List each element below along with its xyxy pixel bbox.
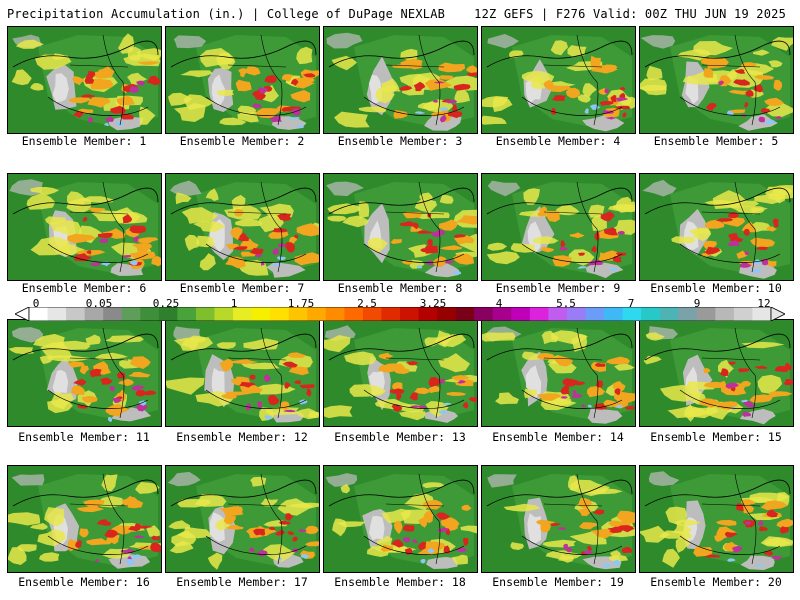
colorbar-tick-label: 7 [627,297,635,310]
colorbar-swatch [492,307,512,321]
colorbar-swatch [437,307,457,321]
colorbar-swatch [529,307,549,321]
ensemble-member-label: Ensemble Member: 2 [179,134,305,148]
ensemble-member-label: Ensemble Member: 10 [650,281,782,295]
ensemble-member-map [323,26,478,134]
colorbar-tick-label: 1.75 [287,297,315,310]
colorbar-swatch [158,307,178,321]
colorbar-swatch [47,307,67,321]
ensemble-member-map [165,26,320,134]
colorbar-swatch [678,307,698,321]
ensemble-member-map [7,26,162,134]
colorbar-swatch [752,307,772,321]
colorbar-swatch [381,307,401,321]
colorbar-swatch [288,307,308,321]
ensemble-member-label: Ensemble Member: 8 [337,281,463,295]
ensemble-member-label: Ensemble Member: 5 [653,134,779,148]
ensemble-member-label: Ensemble Member: 18 [334,575,466,589]
ensemble-member-label: Ensemble Member: 19 [492,575,624,589]
ensemble-member-label: Ensemble Member: 13 [334,430,466,444]
colorbar-swatch [418,307,438,321]
colorbar-tick-label: 0 [32,297,40,310]
chart-title: Precipitation Accumulation (in.) | Colle… [7,7,446,21]
ensemble-member-map [481,173,636,281]
ensemble-member-label: Ensemble Member: 12 [176,430,308,444]
colorbar-swatch [659,307,679,321]
colorbar-swatch [214,307,234,321]
colorbar-swatch [270,307,290,321]
ensemble-member-map [7,319,162,427]
ensemble-member-label: Ensemble Member: 17 [176,575,308,589]
ensemble-member-map [481,465,636,573]
ensemble-member-map [639,319,794,427]
ensemble-member-map [481,319,636,427]
colorbar-swatch [233,307,252,321]
ensemble-member-label: Ensemble Member: 1 [21,134,147,148]
colorbar-swatch [566,307,586,321]
colorbar-swatch [585,307,605,321]
colorbar-swatch [121,307,141,321]
colorbar-swatch [29,307,48,321]
colorbar-swatch [177,307,197,321]
ensemble-member-map [7,173,162,281]
colorbar-swatch [474,307,494,321]
ensemble-member-map [639,26,794,134]
ensemble-member-label: Ensemble Member: 3 [337,134,463,148]
colorbar-swatch [641,307,661,321]
colorbar-swatch [344,307,364,321]
colorbar-tick-label: 0.05 [85,297,113,310]
colorbar-tick-label: 3.25 [419,297,447,310]
colorbar-swatch [325,307,345,321]
colorbar-swatch [140,307,160,321]
colorbar-tick-label: 12 [757,297,771,310]
ensemble-member-map [7,465,162,573]
ensemble-member-label: Ensemble Member: 16 [18,575,150,589]
colorbar-swatch [696,307,716,321]
colorbar-swatch [307,307,327,321]
ensemble-member-label: Ensemble Member: 14 [492,430,624,444]
ensemble-member-map [323,173,478,281]
ensemble-member-map [323,319,478,427]
ensemble-member-label: Ensemble Member: 20 [650,575,782,589]
ensemble-member-map [639,173,794,281]
colorbar-swatch [622,307,642,321]
colorbar-swatch [251,307,271,321]
colorbar-swatch [362,307,382,321]
colorbar-tick-label: 1 [230,297,238,310]
colorbar-swatch [455,307,475,321]
colorbar-tick-label: 5.5 [556,297,576,310]
colorbar-swatch [604,307,623,321]
colorbar-swatch [84,307,104,321]
ensemble-member-map [165,173,320,281]
colorbar-swatch [195,307,215,321]
ensemble-member-map [481,26,636,134]
ensemble-member-map [323,465,478,573]
run-valid-time: 12Z GEFS | F276 Valid: 00Z THU JUN 19 20… [474,7,786,21]
ensemble-member-label: Ensemble Member: 15 [650,430,782,444]
ensemble-member-map [639,465,794,573]
colorbar-swatch [733,307,753,321]
colorbar-swatch [400,307,419,321]
ensemble-member-map [165,465,320,573]
colorbar-swatch [103,307,123,321]
colorbar-tick-label: 0.25 [152,297,180,310]
colorbar-swatch [66,307,86,321]
colorbar-swatch [511,307,531,321]
colorbar-tick-label: 9 [693,297,701,310]
ensemble-member-label: Ensemble Member: 7 [179,281,305,295]
colorbar-tick-label: 2.5 [357,297,377,310]
ensemble-member-map [165,319,320,427]
ensemble-member-label: Ensemble Member: 9 [495,281,621,295]
ensemble-member-label: Ensemble Member: 11 [18,430,150,444]
colorbar-tick-label: 4 [495,297,503,310]
ensemble-member-label: Ensemble Member: 6 [21,281,147,295]
colorbar-swatch [548,307,568,321]
colorbar-swatch [715,307,735,321]
ensemble-member-label: Ensemble Member: 4 [495,134,621,148]
colorbar [15,307,785,321]
